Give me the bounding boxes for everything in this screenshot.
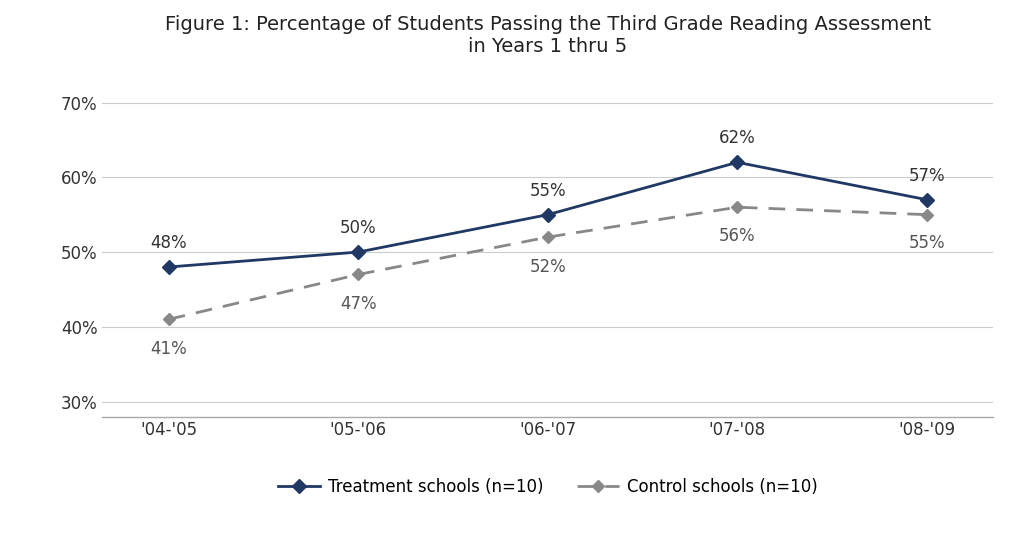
Legend: Treatment schools (n=10), Control schools (n=10): Treatment schools (n=10), Control school…	[271, 471, 824, 502]
Text: 62%: 62%	[719, 129, 756, 147]
Text: 48%: 48%	[151, 234, 187, 252]
Text: 41%: 41%	[151, 340, 187, 358]
Text: 55%: 55%	[529, 182, 566, 200]
Text: 52%: 52%	[529, 258, 566, 276]
Text: 50%: 50%	[340, 219, 377, 237]
Text: 56%: 56%	[719, 226, 756, 245]
Text: 57%: 57%	[908, 167, 945, 185]
Text: 55%: 55%	[908, 234, 945, 252]
Text: 47%: 47%	[340, 295, 377, 313]
Title: Figure 1: Percentage of Students Passing the Third Grade Reading Assessment
in Y: Figure 1: Percentage of Students Passing…	[165, 15, 931, 56]
